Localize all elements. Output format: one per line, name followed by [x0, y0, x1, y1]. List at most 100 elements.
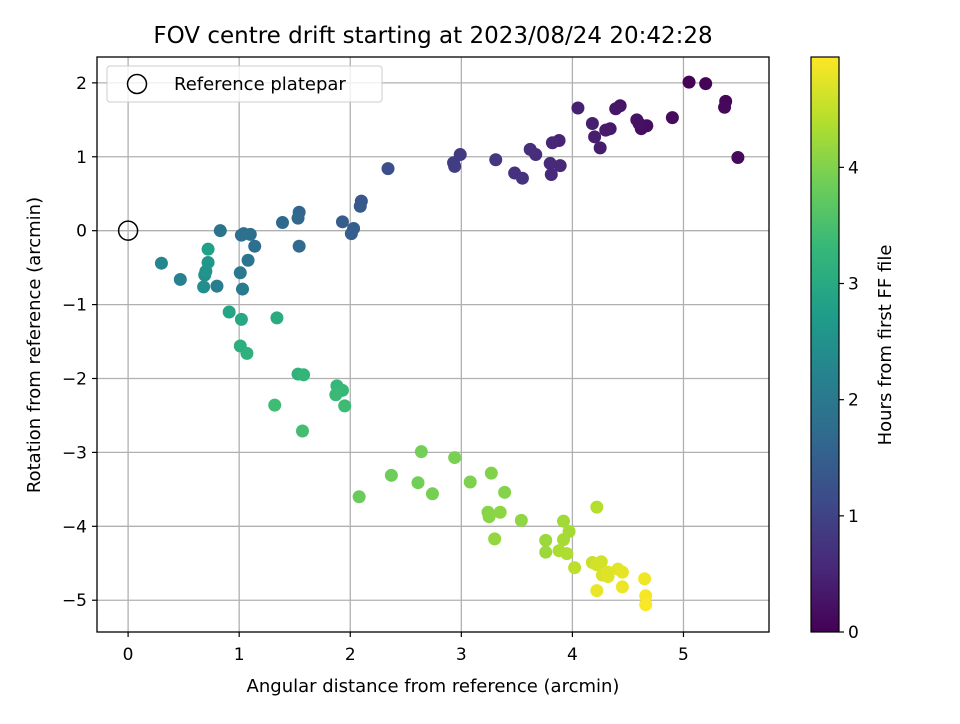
data-point: [545, 136, 559, 150]
data-point: [233, 266, 247, 280]
data-point: [201, 242, 215, 256]
data-point: [544, 168, 558, 182]
data-point: [568, 561, 582, 575]
data-point: [222, 305, 236, 319]
data-point: [590, 558, 604, 572]
data-point: [173, 272, 187, 286]
data-point: [248, 239, 262, 253]
x-axis-label: Angular distance from reference (arcmin): [247, 676, 620, 697]
data-point: [699, 77, 713, 91]
data-point: [523, 142, 537, 156]
x-tick-label: 1: [234, 645, 245, 665]
legend-box: [106, 65, 383, 103]
data-point: [295, 424, 309, 438]
data-point: [638, 572, 652, 586]
colorbar-tick-label: 1: [848, 507, 859, 527]
data-point: [270, 311, 284, 325]
colorbar-tick-label: 0: [848, 623, 859, 643]
y-tick-label: −3: [62, 443, 87, 463]
data-point: [352, 490, 366, 504]
colorbar-ticks: 0 1 2 3 4: [839, 158, 859, 643]
x-axis-ticks: 0 1 2 3 4 5: [123, 632, 689, 665]
data-point: [601, 570, 615, 584]
data-point: [275, 216, 289, 230]
data-point: [411, 476, 425, 490]
grid: [97, 57, 769, 632]
data-point: [515, 171, 529, 185]
x-tick-label: 2: [345, 645, 356, 665]
legend: Reference platepar: [106, 65, 383, 103]
data-point: [615, 580, 629, 594]
data-point: [615, 565, 629, 579]
x-tick-label: 5: [678, 645, 689, 665]
data-point: [234, 312, 248, 326]
data-point: [543, 156, 557, 170]
data-point: [463, 475, 477, 489]
x-tick-label: 0: [123, 645, 134, 665]
data-point: [329, 388, 343, 402]
data-point: [682, 75, 696, 89]
data-point: [425, 487, 439, 501]
data-point: [498, 485, 512, 499]
y-axis-ticks: −5 −4 −3 −2 −1 0 1 2: [62, 74, 97, 611]
plot-frame: [96, 56, 770, 633]
data-point: [292, 239, 306, 253]
data-point: [484, 466, 498, 480]
data-point: [599, 123, 613, 137]
data-point: [297, 368, 311, 382]
data-point: [560, 547, 574, 561]
y-tick-label: −5: [62, 591, 87, 611]
data-point: [731, 151, 745, 165]
data-point: [593, 141, 607, 155]
y-tick-label: −2: [62, 369, 87, 389]
data-point: [514, 513, 528, 527]
data-point: [448, 159, 462, 173]
data-point: [448, 451, 462, 465]
y-axis-label: Rotation from reference (arcmin): [24, 197, 45, 493]
legend-reference-marker: [126, 73, 148, 95]
data-point: [488, 532, 502, 546]
x-tick-label: 3: [456, 645, 467, 665]
data-point: [240, 346, 254, 360]
data-point: [539, 545, 553, 559]
data-point: [590, 584, 604, 598]
data-point: [585, 117, 599, 131]
data-point: [718, 100, 732, 114]
data-point: [590, 500, 604, 514]
data-point: [210, 279, 224, 293]
data-point: [539, 533, 553, 547]
data-point: [335, 215, 349, 229]
data-point: [639, 598, 653, 612]
colorbar-tick-label: 2: [848, 391, 859, 411]
data-point: [609, 102, 623, 116]
data-point: [665, 111, 679, 125]
data-point: [338, 399, 352, 413]
data-point: [493, 505, 507, 519]
y-tick-label: −1: [62, 296, 87, 316]
scatter-points: [117, 75, 745, 612]
data-point: [588, 130, 602, 144]
data-point: [241, 253, 255, 267]
data-point: [234, 228, 248, 242]
legend-entry-label: Reference platepar: [174, 74, 346, 95]
data-point: [236, 282, 250, 296]
data-point: [201, 255, 215, 269]
y-tick-label: 1: [76, 148, 87, 168]
chart-title: FOV centre drift starting at 2023/08/24 …: [153, 23, 712, 49]
data-point: [344, 227, 358, 241]
data-point: [197, 280, 211, 294]
data-point: [291, 211, 305, 225]
data-point: [154, 256, 168, 270]
y-tick-label: 2: [76, 74, 87, 94]
data-point: [557, 514, 571, 528]
reference-platepar-marker: [117, 220, 139, 241]
data-point: [630, 113, 644, 127]
data-point: [414, 445, 428, 459]
data-point: [553, 159, 567, 173]
data-point: [571, 101, 585, 115]
data-point: [381, 162, 395, 176]
data-point: [384, 468, 398, 482]
data-point: [268, 398, 282, 412]
data-point: [482, 510, 496, 524]
